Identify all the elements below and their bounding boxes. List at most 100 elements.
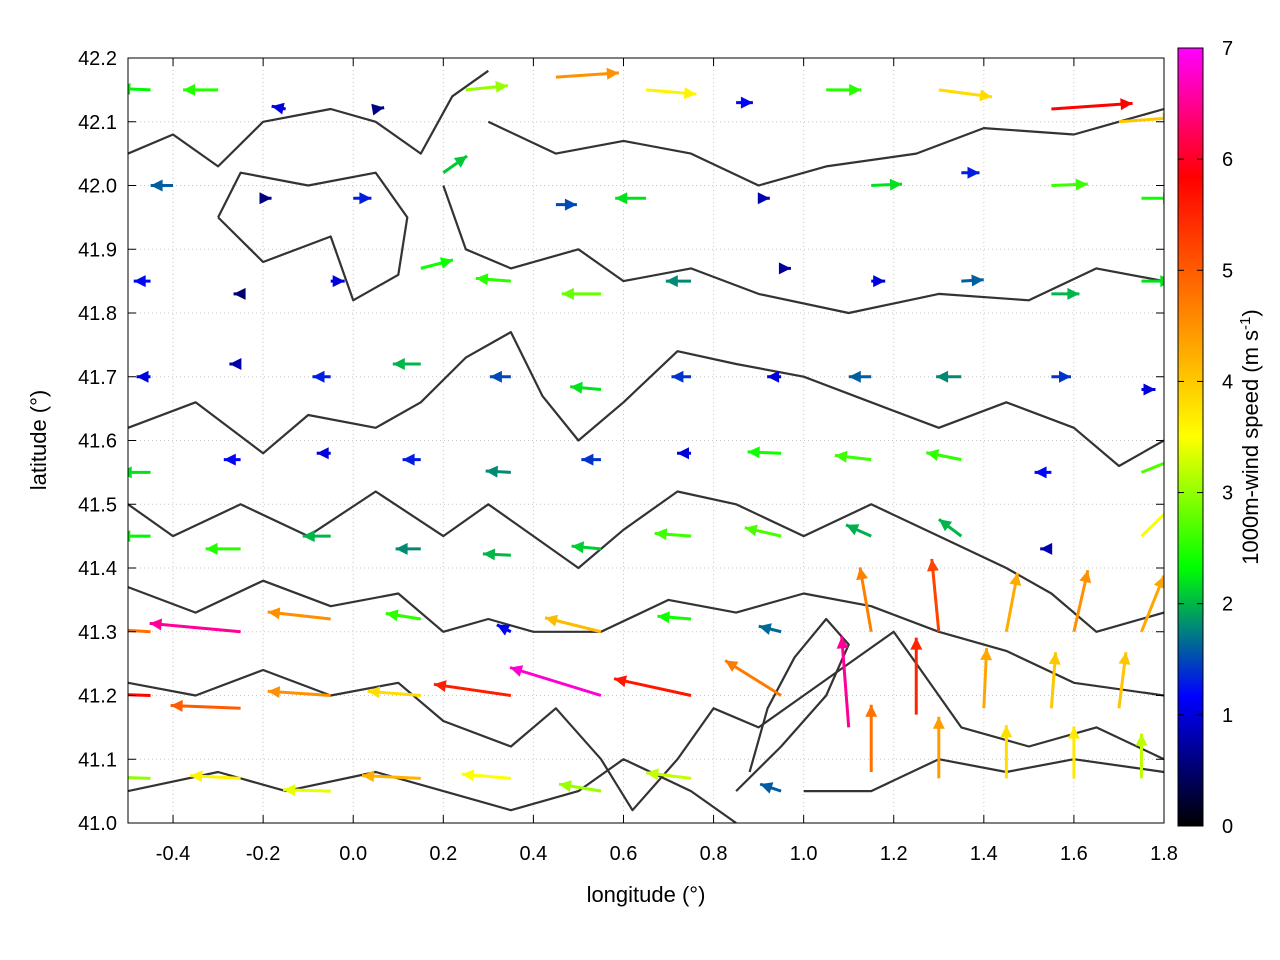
wind-vector-head [1034,466,1047,479]
wind-vector [570,381,602,394]
wind-vector [190,770,241,783]
wind-vector [613,675,692,697]
wind-vector [442,154,468,174]
wind-vector-head [677,447,689,460]
wind-vector-head [654,528,668,541]
colorbar-tick-label: 2 [1222,594,1233,616]
wind-vector-head [496,624,511,636]
wind-vector-head [495,80,508,93]
wind-vector-head [1079,570,1092,584]
wind-vector-shaft [1140,461,1164,474]
wind-vector [654,528,692,541]
wind-vector [834,450,872,463]
wind-vector [395,542,421,555]
y-tick-label: 41.3 [78,622,117,644]
x-tick-label: -0.4 [156,843,190,865]
wind-vector [267,607,331,621]
wind-vector-head [1118,652,1131,665]
wind-vector-head [1059,370,1071,383]
wind-vector-head [671,370,684,383]
wind-vector-head [747,446,760,459]
wind-vector-head [646,768,659,781]
wind-vector [927,558,941,632]
wind-vector-head [205,542,218,555]
y-tick-label: 41.7 [78,367,117,389]
wind-vector [544,614,602,634]
wind-vector [183,83,219,96]
wind-vector [133,275,151,288]
wind-vector-head [133,275,146,288]
wind-vector [330,275,345,288]
wind-vector-head [757,192,770,205]
wind-vector [778,262,791,275]
wind-vector-head [926,449,940,461]
x-tick-label: -0.2 [246,843,280,865]
wind-vector-head [927,559,939,572]
wind-vector-head [453,155,468,168]
contour-line [128,630,1164,812]
wind-vector-head [475,273,489,286]
wind-vector-head [439,257,453,269]
wind-vector-head [1009,573,1022,586]
wind-vector-head [229,358,242,370]
wind-vector [509,665,602,697]
wind-vector [757,192,770,205]
wind-vector [1000,725,1013,779]
wind-vector [485,465,511,478]
wind-vector-shaft [1140,512,1164,538]
wind-vector [229,358,242,370]
wind-vector-head [1163,457,1164,460]
wind-vector [482,548,511,561]
wind-vector [657,611,692,624]
wind-vector [420,257,454,270]
colorbar-gradient [1177,47,1204,827]
wind-vectors [128,67,1164,797]
wind-vector [744,524,782,538]
wind-vector-head [683,87,697,100]
wind-vector [496,623,512,636]
wind-vector [1072,569,1092,633]
wind-vector-shaft [433,682,512,697]
wind-vector [128,466,151,479]
wind-vector [671,370,692,383]
x-tick-label: 1.0 [790,843,818,865]
wind-vector-head [571,541,585,554]
contour-line [442,185,1164,315]
wind-vector [555,198,577,211]
wind-vector-head [402,453,415,466]
wind-vector-shaft [930,558,941,632]
wind-vector-head [170,699,183,712]
wind-vector [561,287,601,300]
wind-vector [1141,275,1164,288]
wind-vector [316,447,331,460]
x-tick-label: 0.8 [700,843,728,865]
wind-vector-head [980,648,993,661]
wind-vector [865,704,878,772]
wind-vector [465,80,508,93]
wind-vector-head [1040,542,1053,555]
y-tick-label: 42.2 [78,48,117,70]
wind-vector-head [910,637,923,650]
x-axis-ticks: -0.4 -0.2 0.0 0.2 0.4 0.6 0.8 1.0 1.2 1.4 1.6 1.8 [156,58,1178,865]
wind-vector [128,530,151,543]
wind-vector [1141,383,1156,396]
wind-vector-head [1160,275,1164,288]
wind-vector-head [136,370,149,383]
wind-vector-head [267,686,281,699]
wind-vector [677,447,692,460]
wind-vector [871,178,903,191]
contour-line [128,579,1164,697]
wind-vector [128,83,151,95]
wind-vector-head [128,530,131,543]
colorbar-tick-label: 5 [1222,260,1233,282]
wind-vector-head [873,275,886,288]
x-tick-label: 0.0 [339,843,367,865]
wind-vector-shaft [509,666,602,697]
wind-vector-head [128,83,131,95]
wind-vector-shaft [149,621,241,634]
wind-vector [1004,572,1022,633]
contour-line [217,171,409,302]
wind-vector [836,636,851,728]
wind-vector-head [150,179,163,192]
wind-vector [845,523,872,538]
